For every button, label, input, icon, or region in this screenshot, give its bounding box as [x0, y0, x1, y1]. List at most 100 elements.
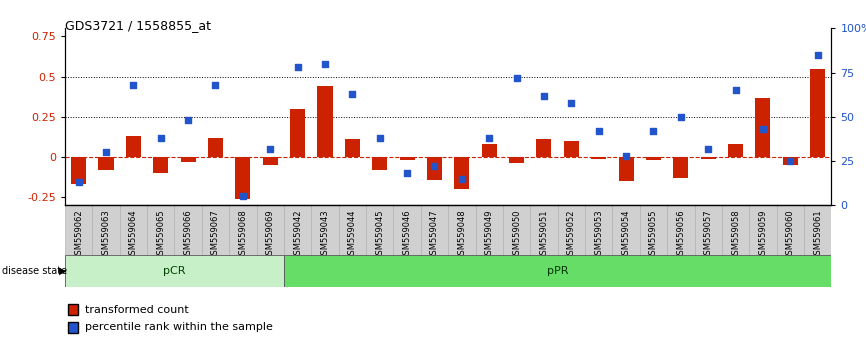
Text: GSM559058: GSM559058 [731, 209, 740, 260]
Bar [509, 157, 524, 164]
Point [372, 135, 386, 141]
Bar [174, 205, 202, 255]
Point [126, 82, 140, 88]
Bar [65, 255, 284, 287]
Text: GSM559048: GSM559048 [457, 209, 466, 260]
Bar [208, 138, 223, 157]
Bar [126, 136, 141, 157]
Bar [701, 157, 715, 159]
Text: ▶: ▶ [59, 266, 67, 276]
Bar [147, 205, 174, 255]
Bar [530, 205, 558, 255]
Text: GSM559067: GSM559067 [211, 209, 220, 260]
Bar [229, 205, 256, 255]
Bar [449, 205, 475, 255]
Text: GSM559049: GSM559049 [485, 209, 494, 260]
Bar [667, 205, 695, 255]
Text: GSM559051: GSM559051 [540, 209, 548, 260]
Point [756, 126, 770, 132]
Bar [290, 109, 305, 157]
Point [154, 135, 168, 141]
Text: GSM559043: GSM559043 [320, 209, 329, 260]
Bar [427, 157, 442, 179]
Bar [749, 205, 777, 255]
Text: GSM559054: GSM559054 [622, 209, 630, 260]
Text: GDS3721 / 1558855_at: GDS3721 / 1558855_at [65, 19, 211, 33]
Text: GSM559066: GSM559066 [184, 209, 192, 260]
Text: GSM559044: GSM559044 [348, 209, 357, 260]
Text: GSM559046: GSM559046 [403, 209, 411, 260]
Point [72, 179, 86, 185]
Point [591, 128, 605, 134]
Bar [755, 97, 771, 157]
Bar [783, 157, 798, 165]
Bar [372, 157, 387, 170]
Bar [311, 205, 339, 255]
Bar [695, 205, 722, 255]
Bar [618, 157, 634, 181]
Bar [284, 205, 311, 255]
Bar [503, 205, 530, 255]
Text: GSM559063: GSM559063 [101, 209, 111, 260]
Point [728, 87, 742, 93]
Bar [722, 205, 749, 255]
Text: GSM559053: GSM559053 [594, 209, 604, 260]
Point [318, 61, 332, 67]
Text: GSM559042: GSM559042 [293, 209, 302, 260]
Text: GSM559047: GSM559047 [430, 209, 439, 260]
Bar [455, 157, 469, 189]
Text: GSM559055: GSM559055 [649, 209, 658, 260]
Bar [366, 205, 393, 255]
Bar [558, 205, 585, 255]
Bar [318, 86, 333, 157]
Bar [811, 69, 825, 157]
Text: GSM559068: GSM559068 [238, 209, 248, 260]
Bar [393, 205, 421, 255]
Bar [585, 205, 612, 255]
Text: GSM559057: GSM559057 [704, 209, 713, 260]
Text: GSM559045: GSM559045 [375, 209, 385, 260]
Bar [256, 205, 284, 255]
Bar [728, 144, 743, 157]
Bar [673, 157, 688, 178]
Bar [262, 157, 278, 165]
Text: GSM559052: GSM559052 [567, 209, 576, 260]
Point [701, 146, 715, 152]
Bar [153, 157, 168, 173]
Point [455, 176, 469, 182]
Bar [646, 157, 661, 160]
Point [236, 194, 249, 199]
Bar [284, 255, 831, 287]
Text: GSM559065: GSM559065 [156, 209, 165, 260]
Point [428, 164, 442, 169]
Bar [339, 205, 366, 255]
Bar [640, 205, 667, 255]
Bar [181, 157, 196, 162]
Bar [65, 205, 93, 255]
Point [811, 52, 824, 58]
Bar [804, 205, 831, 255]
Text: percentile rank within the sample: percentile rank within the sample [85, 322, 273, 332]
Text: GSM559059: GSM559059 [759, 209, 767, 260]
Point [647, 128, 661, 134]
Text: pCR: pCR [163, 266, 185, 276]
Point [263, 146, 277, 152]
Point [346, 91, 359, 97]
Bar [591, 157, 606, 159]
Bar [612, 205, 640, 255]
Point [209, 82, 223, 88]
Bar [421, 205, 449, 255]
Bar [564, 141, 578, 157]
Bar [120, 205, 147, 255]
Text: GSM559064: GSM559064 [129, 209, 138, 260]
Text: GSM559056: GSM559056 [676, 209, 685, 260]
Point [537, 93, 551, 98]
Point [565, 100, 578, 105]
Bar [71, 157, 86, 184]
Bar [777, 205, 804, 255]
Bar [475, 205, 503, 255]
Point [482, 135, 496, 141]
Text: GSM559069: GSM559069 [266, 209, 275, 260]
Text: transformed count: transformed count [85, 305, 189, 315]
Bar [93, 205, 120, 255]
